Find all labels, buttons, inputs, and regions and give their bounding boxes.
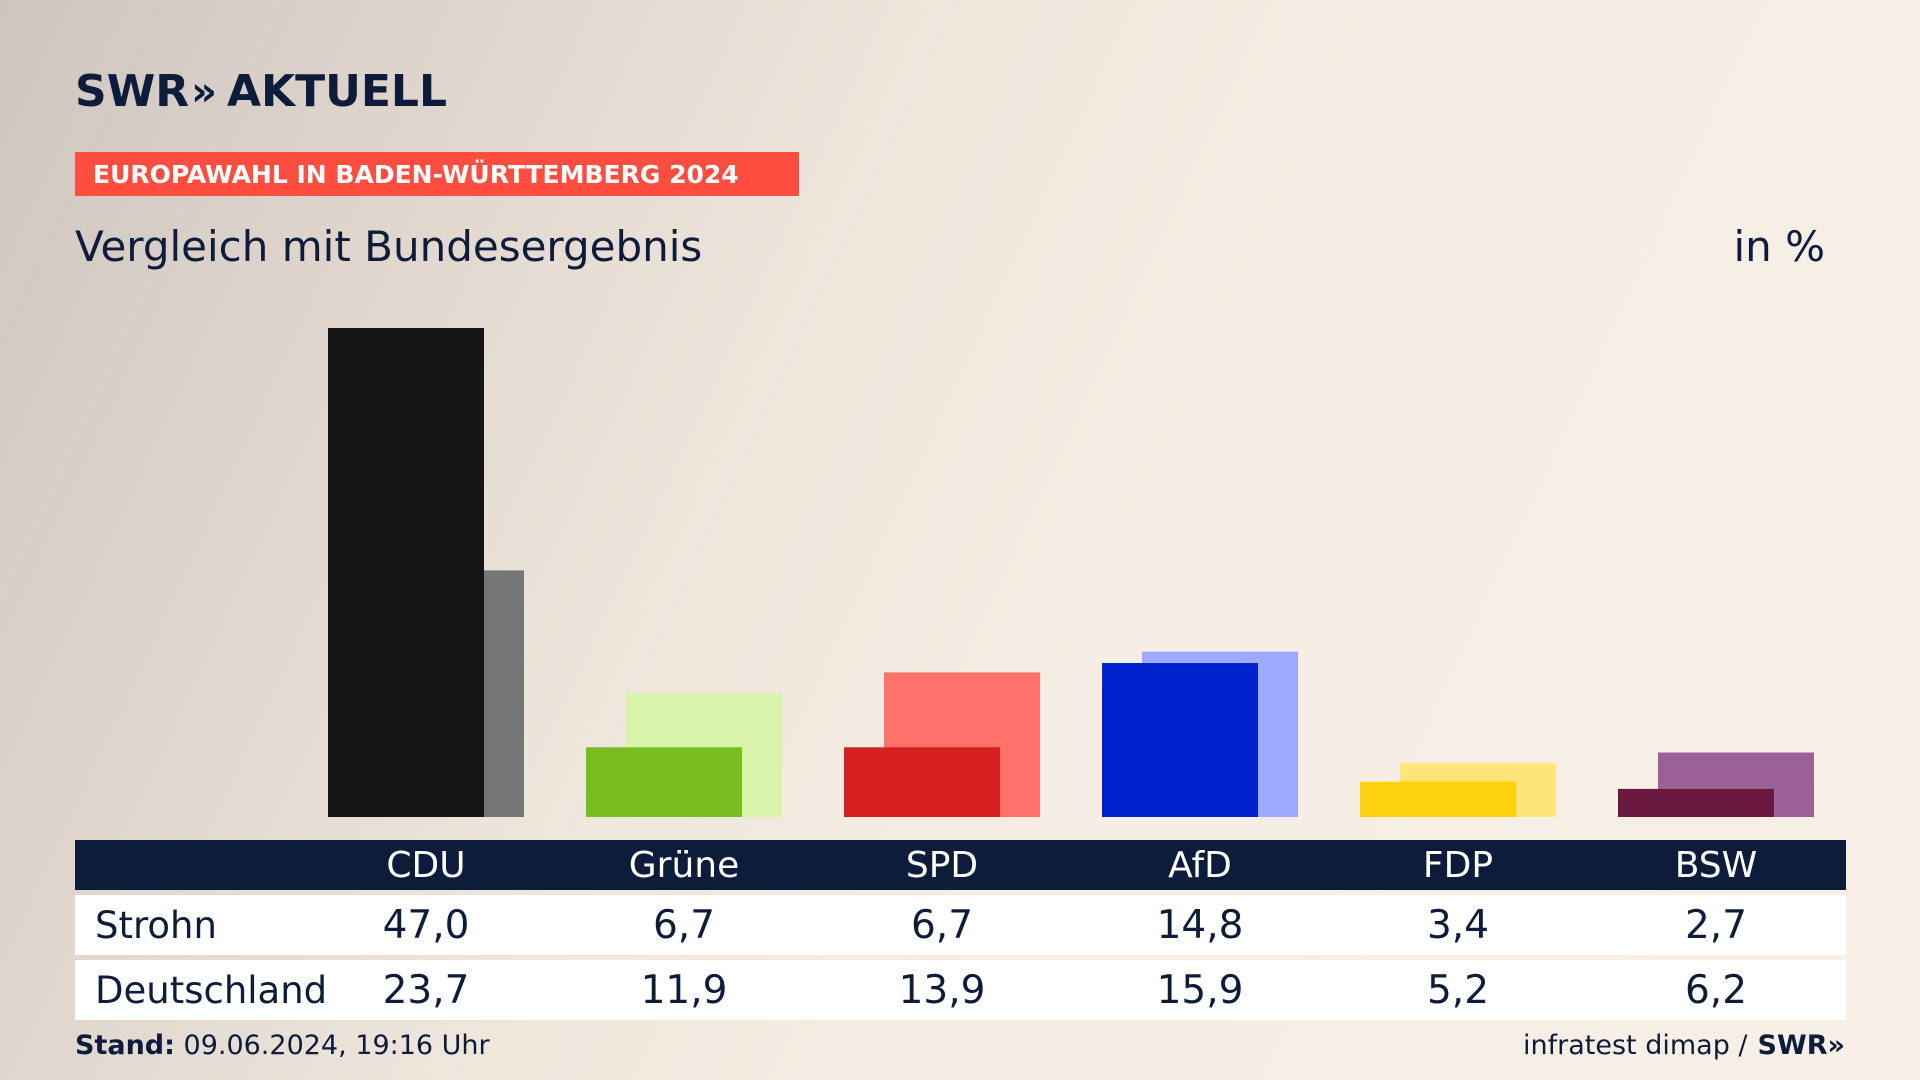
stand-value: 09.06.2024, 19:16 Uhr (183, 1030, 490, 1061)
swr-aktuell-logo: SWR » AKTUELL (75, 66, 447, 117)
row-label: Strohn (95, 903, 217, 947)
table-header: CDU Grüne SPD AfD FDP BSW (75, 840, 1846, 890)
value-cell: 47,0 (382, 902, 470, 948)
source-text: infratest dimap / (1523, 1030, 1748, 1061)
swr-small-logo: SWR» (1757, 1030, 1845, 1061)
value-cell: 6,2 (1684, 967, 1748, 1013)
value-cell: 6,7 (652, 902, 716, 948)
value-cell: 11,9 (640, 967, 728, 1013)
value-cell: 2,7 (1684, 902, 1748, 948)
results-table: CDU Grüne SPD AfD FDP BSW Strohn 47,0 6,7 6,7 14… (75, 840, 1846, 1020)
header-party-cdu: CDU (386, 844, 466, 886)
header-party-afd: AfD (1168, 844, 1232, 886)
table-row: Strohn 47,0 6,7 6,7 14,8 3,4 2,7 (75, 895, 1846, 955)
stand-label: Stand: (75, 1030, 175, 1061)
chart-subtitle: Vergleich mit Bundesergebnis (75, 222, 703, 271)
value-cell: 5,2 (1426, 967, 1490, 1013)
header-party-bsw: BSW (1674, 844, 1758, 886)
bar-strohn-bsw (1618, 788, 1774, 817)
bar-strohn-cdu (328, 328, 484, 817)
bar-strohn-spd (844, 747, 1000, 817)
logo-swr-text: SWR (75, 66, 190, 117)
header-party-grüne: Grüne (628, 844, 740, 886)
value-cell: 6,7 (910, 902, 974, 948)
logo-aktuell-text: AKTUELL (226, 66, 447, 117)
stand-info: Stand: 09.06.2024, 19:16 Uhr (75, 1030, 490, 1061)
header-party-spd: SPD (905, 844, 979, 886)
source-info: infratest dimap / SWR» (1523, 1030, 1845, 1061)
table-row: Deutschland 23,7 11,9 13,9 15,9 5,2 6,2 (75, 960, 1846, 1020)
bar-strohn-afd (1102, 663, 1258, 817)
value-cell: 14,8 (1156, 902, 1244, 948)
value-cell: 3,4 (1426, 902, 1490, 948)
bar-strohn-grüne (586, 747, 742, 817)
row-label: Deutschland (95, 968, 328, 1012)
header-party-fdp: FDP (1422, 844, 1494, 886)
value-cell: 15,9 (1156, 967, 1244, 1013)
value-cell: 13,9 (898, 967, 986, 1013)
election-banner: EUROPAWAHL IN BADEN-WÜRTTEMBERG 2024 (75, 152, 799, 196)
unit-label: in % (1733, 222, 1825, 271)
value-cell: 23,7 (382, 967, 470, 1013)
bar-strohn-fdp (1360, 781, 1516, 817)
